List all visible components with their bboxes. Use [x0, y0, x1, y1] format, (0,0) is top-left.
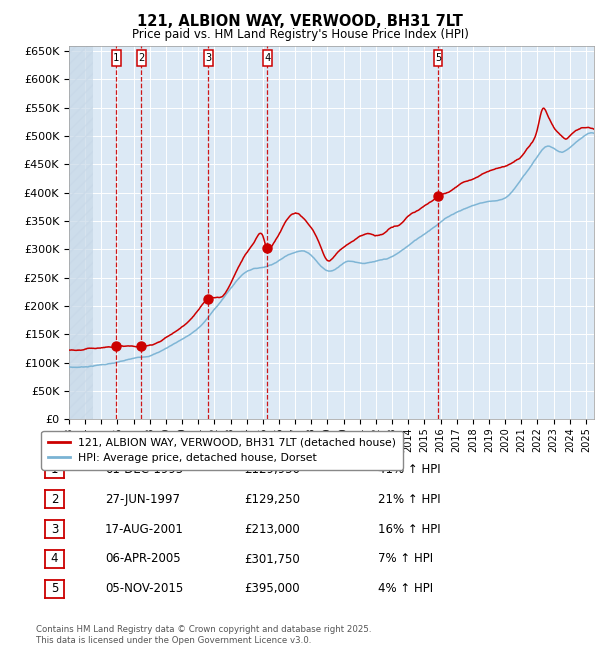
FancyBboxPatch shape [434, 50, 442, 66]
Text: 27-JUN-1997: 27-JUN-1997 [105, 493, 180, 506]
Text: 21% ↑ HPI: 21% ↑ HPI [378, 493, 440, 506]
Text: 4: 4 [51, 552, 58, 566]
Text: Price paid vs. HM Land Registry's House Price Index (HPI): Price paid vs. HM Land Registry's House … [131, 28, 469, 41]
Text: £213,000: £213,000 [244, 523, 300, 536]
Text: 5: 5 [435, 53, 441, 63]
FancyBboxPatch shape [263, 50, 272, 66]
Text: 06-APR-2005: 06-APR-2005 [105, 552, 181, 566]
Text: 121, ALBION WAY, VERWOOD, BH31 7LT: 121, ALBION WAY, VERWOOD, BH31 7LT [137, 14, 463, 29]
Text: 01-DEC-1995: 01-DEC-1995 [105, 463, 183, 476]
Text: 05-NOV-2015: 05-NOV-2015 [105, 582, 183, 595]
FancyBboxPatch shape [137, 50, 146, 66]
Text: £129,950: £129,950 [244, 463, 300, 476]
Text: 3: 3 [51, 523, 58, 536]
Text: 2: 2 [139, 53, 145, 63]
Text: 7% ↑ HPI: 7% ↑ HPI [378, 552, 433, 566]
Text: 3: 3 [205, 53, 211, 63]
Text: 1: 1 [113, 53, 119, 63]
Text: 5: 5 [51, 582, 58, 595]
Text: 41% ↑ HPI: 41% ↑ HPI [378, 463, 440, 476]
Text: 4: 4 [264, 53, 270, 63]
Text: 16% ↑ HPI: 16% ↑ HPI [378, 523, 440, 536]
Text: 1: 1 [51, 463, 58, 476]
Text: Contains HM Land Registry data © Crown copyright and database right 2025.
This d: Contains HM Land Registry data © Crown c… [36, 625, 371, 645]
FancyBboxPatch shape [204, 50, 213, 66]
Text: £301,750: £301,750 [244, 552, 300, 566]
Text: 2: 2 [51, 493, 58, 506]
Text: 4% ↑ HPI: 4% ↑ HPI [378, 582, 433, 595]
Bar [69, 46, 93, 419]
Text: £395,000: £395,000 [244, 582, 300, 595]
Text: £129,250: £129,250 [244, 493, 300, 506]
Legend: 121, ALBION WAY, VERWOOD, BH31 7LT (detached house), HPI: Average price, detache: 121, ALBION WAY, VERWOOD, BH31 7LT (deta… [41, 431, 403, 469]
Text: 17-AUG-2001: 17-AUG-2001 [105, 523, 184, 536]
FancyBboxPatch shape [112, 50, 121, 66]
